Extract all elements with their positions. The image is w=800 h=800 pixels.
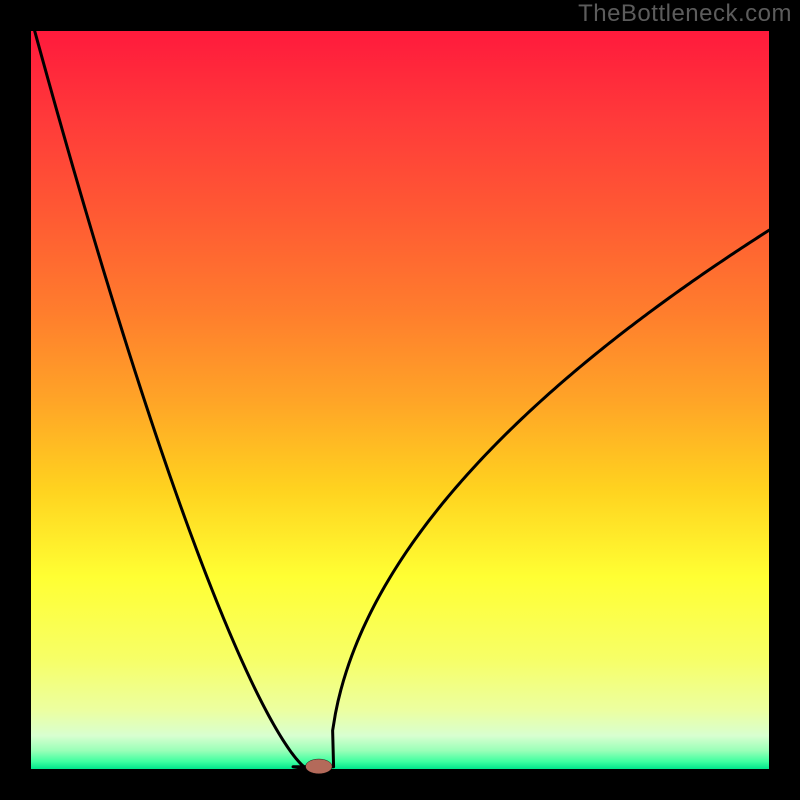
plot-background	[31, 31, 769, 769]
bottleneck-chart-svg	[0, 0, 800, 800]
watermark-text: TheBottleneck.com	[578, 0, 792, 28]
minimum-marker	[306, 759, 333, 774]
chart-canvas: TheBottleneck.com	[0, 0, 800, 800]
